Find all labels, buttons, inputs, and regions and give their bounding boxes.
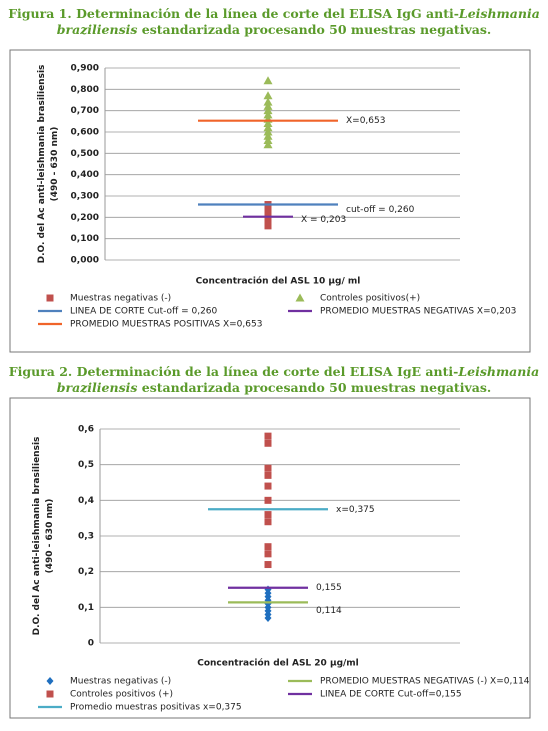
point bbox=[263, 101, 273, 110]
point bbox=[263, 106, 273, 115]
y-tick-label: 0,5 bbox=[78, 460, 94, 470]
point bbox=[263, 91, 273, 100]
caption-italic: Leishmania braziliensis bbox=[56, 6, 540, 37]
point bbox=[263, 140, 273, 149]
y-tick-label: 0,2 bbox=[78, 567, 94, 577]
line-annotation: 0,155 bbox=[316, 583, 342, 593]
y-tick-label: 0,800 bbox=[71, 85, 99, 95]
line-annotation: X=0,653 bbox=[346, 116, 385, 126]
legend-marker bbox=[295, 293, 305, 302]
y-axis-label: D.O. del Ac anti-leishmania brasiliensis… bbox=[37, 65, 60, 264]
x-axis-label: Concentración del ASL 10 µg/ ml bbox=[196, 276, 361, 287]
legend-label: Controles positivos (+) bbox=[70, 690, 173, 700]
legend-marker bbox=[46, 677, 54, 685]
legend-marker bbox=[46, 690, 54, 698]
point bbox=[264, 471, 272, 479]
caption-text: Figura 1. Determinación de la línea de c… bbox=[8, 6, 459, 21]
legend-label: Promedio muestras positivas x=0,375 bbox=[70, 703, 242, 713]
line-annotation: 0,114 bbox=[316, 606, 342, 616]
y-tick-label: 0,400 bbox=[71, 170, 99, 180]
y-tick-label: 0,3 bbox=[78, 532, 94, 542]
point bbox=[264, 561, 272, 569]
legend-label: LINEA DE CORTE Cut-off=0,155 bbox=[320, 690, 462, 700]
y-axis-label: D.O. del Ac anti-leishmania brasiliensis… bbox=[32, 437, 55, 636]
legend-label: PROMEDIO MUESTRAS POSITIVAS X=0,653 bbox=[70, 320, 262, 330]
caption: Figura 2. Determinación de la línea de c… bbox=[8, 364, 540, 396]
y-tick-label: 0,6 bbox=[78, 425, 94, 435]
point bbox=[264, 543, 272, 551]
legend-label: LINEA DE CORTE Cut-off = 0,260 bbox=[70, 307, 218, 317]
point bbox=[264, 432, 272, 440]
point bbox=[264, 496, 272, 504]
legend-label: Muestras negativas (-) bbox=[70, 677, 171, 687]
legend-label: PROMEDIO MUESTRAS NEGATIVAS (-) X=0,114 bbox=[320, 677, 530, 687]
point bbox=[263, 127, 273, 136]
x-axis-label: Concentración del ASL 20 µg/ml bbox=[197, 658, 359, 669]
y-axis-label-line: (490 - 630 nm) bbox=[50, 127, 60, 202]
point bbox=[263, 123, 273, 132]
point bbox=[264, 550, 272, 558]
line-annotation: x=0,375 bbox=[336, 505, 375, 515]
caption-text: Figura 2. Determinación de la línea de c… bbox=[8, 364, 459, 379]
caption-italic: Leishmania braziliensis bbox=[56, 364, 540, 395]
legend-marker bbox=[46, 294, 54, 302]
chart-frame bbox=[9, 397, 531, 719]
y-tick-label: 0,1 bbox=[78, 603, 94, 613]
point bbox=[264, 439, 272, 447]
y-axis-label-line: (490 - 630 nm) bbox=[45, 499, 55, 574]
point bbox=[263, 110, 273, 119]
point bbox=[264, 464, 272, 472]
y-tick-label: 0,4 bbox=[78, 496, 94, 506]
point bbox=[264, 511, 272, 519]
line-annotation: X = 0,203 bbox=[301, 215, 346, 225]
y-tick-label: 0,100 bbox=[71, 234, 99, 244]
y-tick-label: 0,900 bbox=[71, 64, 99, 74]
legend-label: Controles positivos(+) bbox=[320, 294, 420, 304]
point bbox=[263, 97, 273, 106]
caption-text: estandarizada procesando 50 muestras neg… bbox=[137, 22, 492, 37]
caption-text: estandarizada procesando 50 muestras neg… bbox=[137, 380, 492, 395]
chart-frame bbox=[9, 49, 531, 353]
caption: Figura 1. Determinación de la línea de c… bbox=[8, 6, 540, 38]
y-tick-label: 0,300 bbox=[71, 192, 99, 202]
y-tick-label: 0,500 bbox=[71, 149, 99, 159]
y-axis-label-line: D.O. del Ac anti-leishmania brasiliensis bbox=[37, 65, 47, 264]
line-annotation: cut-off = 0,260 bbox=[346, 205, 415, 215]
point bbox=[263, 131, 273, 140]
point bbox=[263, 118, 273, 127]
y-tick-label: 0,000 bbox=[71, 256, 99, 266]
point bbox=[263, 76, 273, 85]
legend-label: Muestras negativas (-) bbox=[70, 294, 171, 304]
legend-label: PROMEDIO MUESTRAS NEGATIVAS X=0,203 bbox=[320, 307, 516, 317]
point bbox=[263, 136, 273, 145]
point bbox=[264, 518, 272, 526]
y-tick-label: 0,700 bbox=[71, 106, 99, 116]
y-tick-label: 0 bbox=[88, 639, 94, 649]
y-tick-label: 0,600 bbox=[71, 128, 99, 138]
point bbox=[264, 482, 272, 490]
y-axis-label-line: D.O. del Ac anti-leishmania brasiliensis bbox=[32, 437, 42, 636]
y-tick-label: 0,200 bbox=[71, 213, 99, 223]
